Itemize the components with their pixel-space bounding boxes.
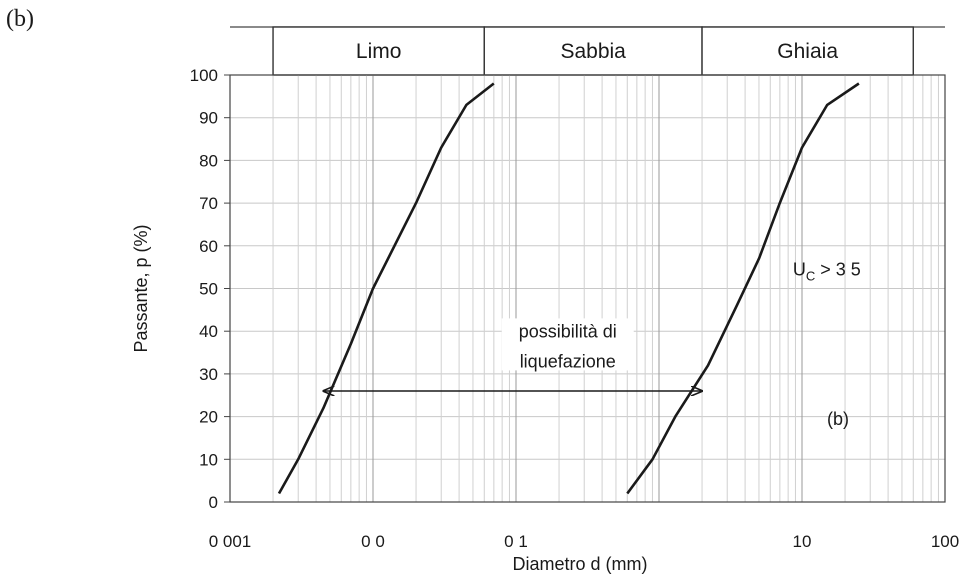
series — [277, 82, 860, 495]
y-tick-label: 100 — [190, 66, 218, 85]
y-tick-label: 90 — [199, 109, 218, 128]
curve-label: (b) — [827, 409, 849, 429]
y-tick-label: 50 — [199, 280, 218, 299]
y-tick-label: 40 — [199, 322, 218, 341]
uc-value: > 3 5 — [815, 260, 861, 280]
x-tick-label: 100 — [931, 532, 959, 551]
uc-symbol: U — [793, 260, 806, 280]
liquefaction-label-background — [501, 318, 634, 371]
size-band-label: Sabbia — [560, 40, 626, 63]
uniformity-coefficient-label: UC > 3 5 — [793, 260, 861, 284]
x-tick-label: 0 001 — [209, 532, 252, 551]
grading-curve — [277, 82, 495, 495]
x-tick-label: 0 1 — [504, 532, 528, 551]
grading-curve — [626, 82, 860, 495]
x-axis-title: Diametro d (mm) — [512, 554, 647, 574]
size-band-box — [701, 26, 914, 76]
panel-label: (b) — [6, 6, 34, 32]
size-band-label: Limo — [356, 40, 402, 63]
y-tick-label: 10 — [199, 450, 218, 469]
uc-subscript: C — [806, 269, 815, 284]
y-tick-label: 70 — [199, 194, 218, 213]
y-tick-label: 60 — [199, 237, 218, 256]
liquefaction-label-line1: possibilità di — [519, 322, 617, 342]
y-tick-label: 20 — [199, 408, 218, 427]
grid — [230, 75, 945, 502]
size-band-box — [272, 26, 485, 76]
x-tick-label: 10 — [793, 532, 812, 551]
liquefaction-label-line2: liquefazione — [520, 351, 616, 371]
y-tick-label: 0 — [209, 493, 218, 512]
y-tick-label: 80 — [199, 151, 218, 170]
size-band-label: Ghiaia — [777, 40, 838, 63]
size-band-header: Limo Sabbia Ghiaia — [230, 26, 945, 76]
x-axis-ticks: 0 001 0 0 0 1 10 100 — [209, 532, 959, 551]
y-axis-ticks: 0 10 20 30 40 50 60 70 80 90 100 — [190, 66, 230, 512]
y-tick-label: 30 — [199, 365, 218, 384]
x-tick-label: 0 0 — [361, 532, 385, 551]
y-axis-title: Passante, p (%) — [131, 224, 151, 352]
